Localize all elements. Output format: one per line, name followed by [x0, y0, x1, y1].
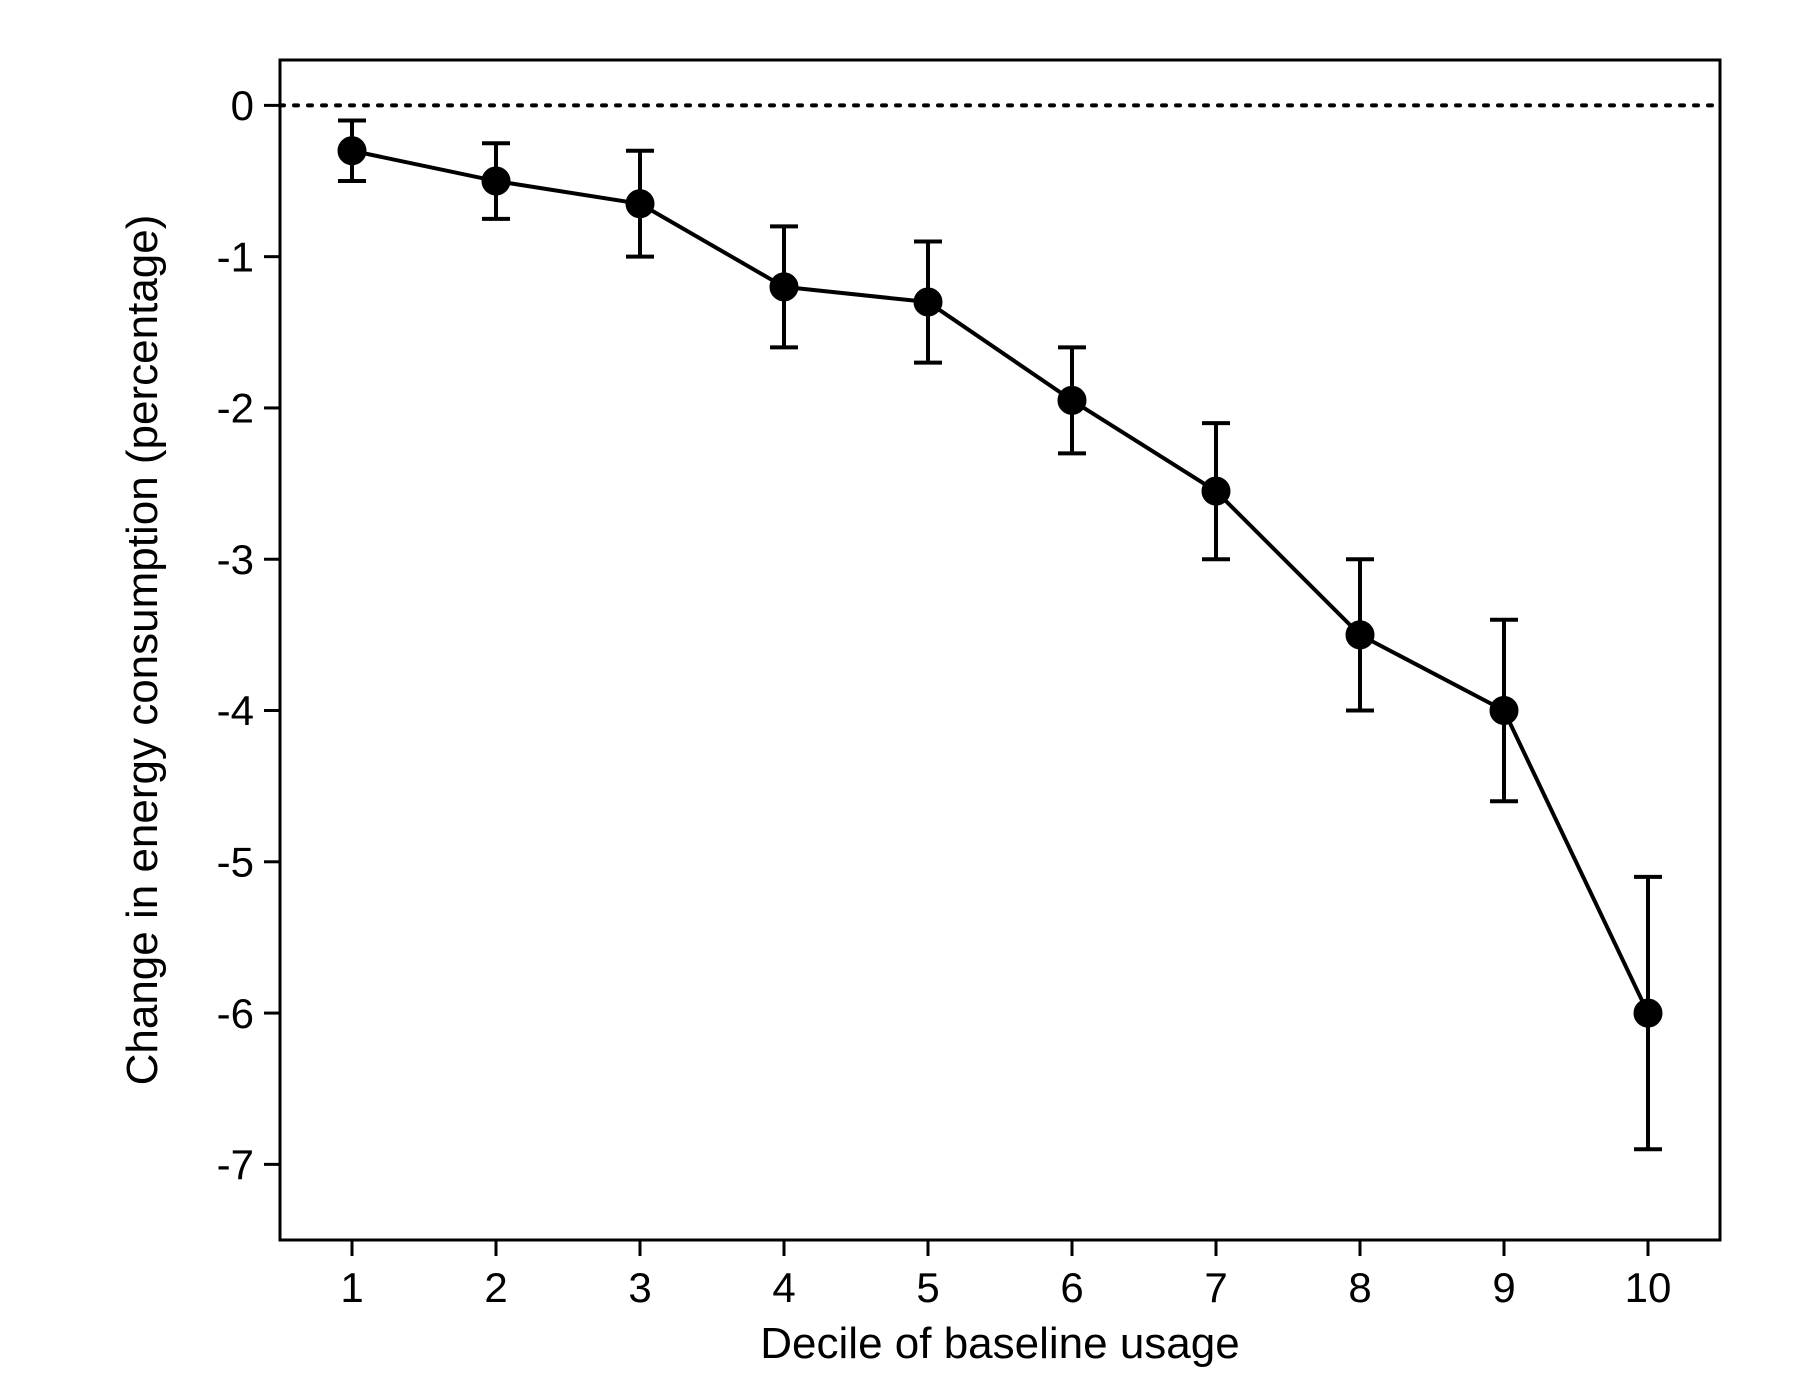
x-tick-label: 9 — [1492, 1264, 1515, 1311]
data-marker — [914, 288, 942, 316]
y-tick-label: -7 — [217, 1141, 254, 1188]
data-marker — [338, 137, 366, 165]
y-tick-label: -2 — [217, 385, 254, 432]
y-tick-label: -6 — [217, 990, 254, 1037]
data-marker — [626, 190, 654, 218]
x-tick-label: 3 — [628, 1264, 651, 1311]
data-marker — [1490, 697, 1518, 725]
y-tick-label: -3 — [217, 536, 254, 583]
data-marker — [1346, 621, 1374, 649]
x-tick-label: 5 — [916, 1264, 939, 1311]
y-tick-label: -4 — [217, 687, 254, 734]
x-tick-label: 6 — [1060, 1264, 1083, 1311]
data-marker — [1202, 477, 1230, 505]
series-line — [352, 151, 1648, 1013]
y-tick-label: -5 — [217, 838, 254, 885]
x-tick-label: 8 — [1348, 1264, 1371, 1311]
x-axis-label: Decile of baseline usage — [760, 1319, 1239, 1368]
x-tick-label: 7 — [1204, 1264, 1227, 1311]
x-tick-label: 2 — [484, 1264, 507, 1311]
y-axis-label: Change in energy consumption (percentage… — [118, 215, 167, 1086]
data-marker — [770, 273, 798, 301]
data-marker — [1634, 999, 1662, 1027]
y-tick-label: 0 — [231, 82, 254, 129]
x-tick-label: 4 — [772, 1264, 795, 1311]
data-marker — [482, 167, 510, 195]
data-marker — [1058, 386, 1086, 414]
energy-consumption-chart: 1 2 3 4 5 6 7 8 9 10 0 -1 -2 -3 -4 -5 -6 -7 Decile of base… — [0, 0, 1800, 1384]
x-tick-label: 10 — [1625, 1264, 1672, 1311]
x-tick-label: 1 — [340, 1264, 363, 1311]
y-tick-label: -1 — [217, 233, 254, 280]
